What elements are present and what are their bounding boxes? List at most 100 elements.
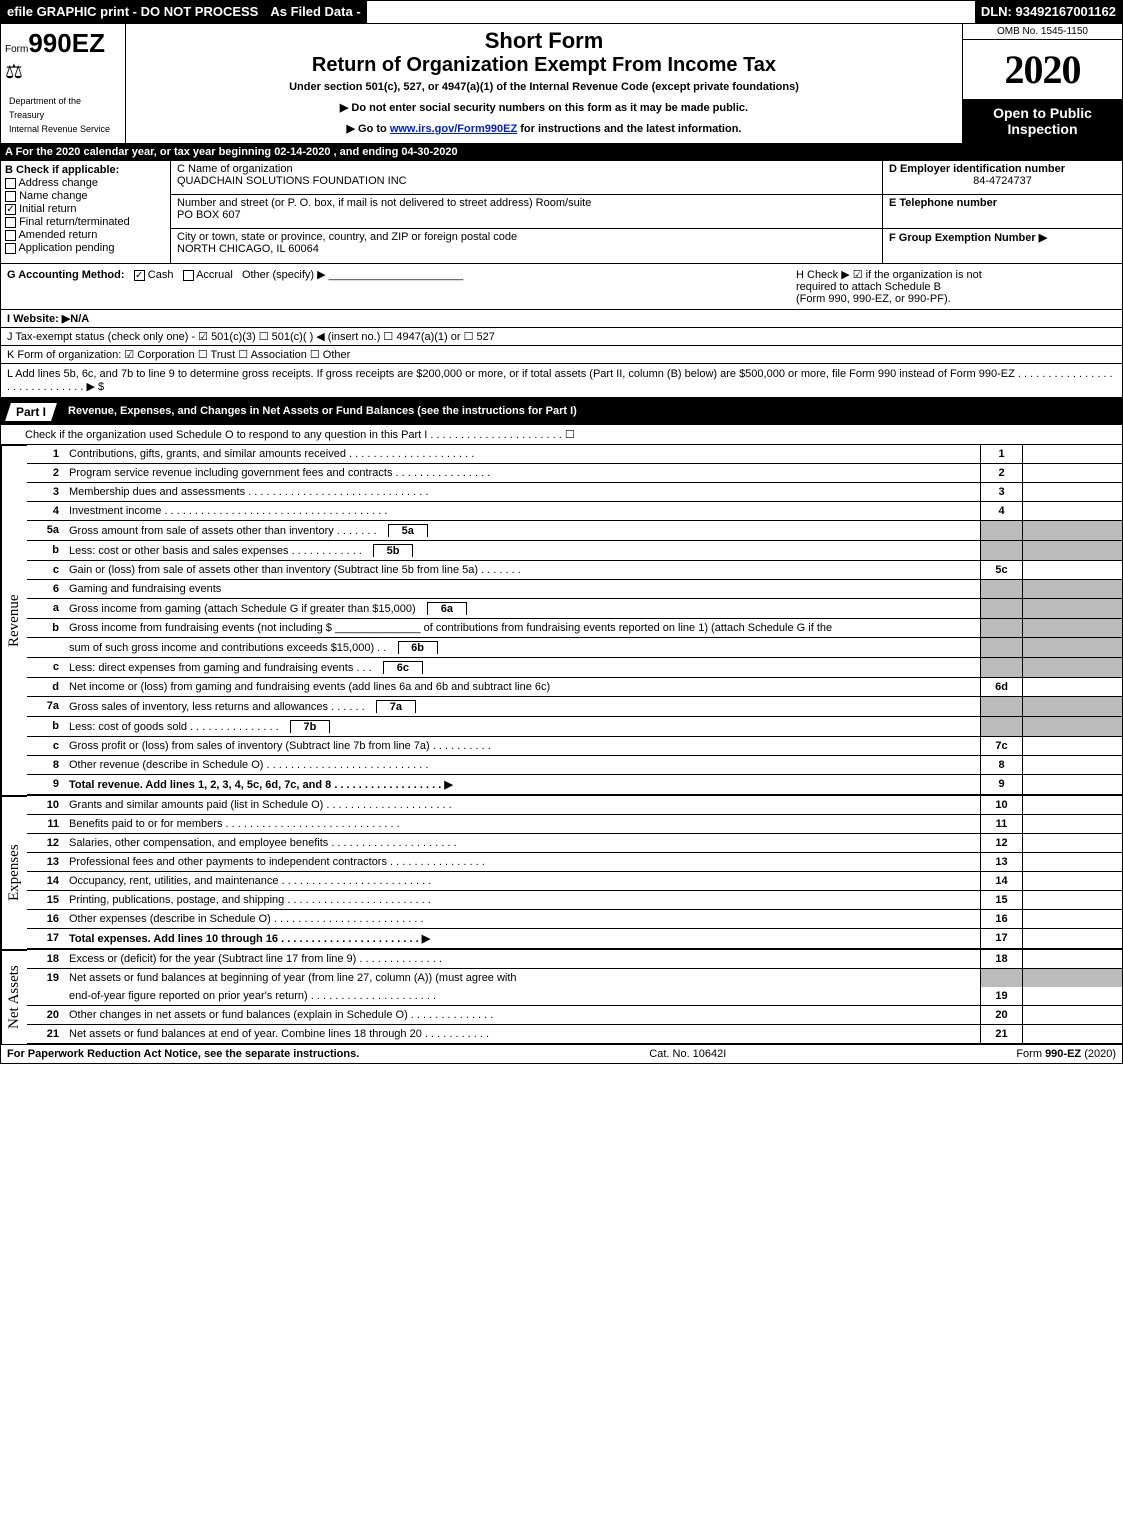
numcol-7b (980, 717, 1022, 737)
val-3 (1022, 483, 1122, 502)
desc-4: Investment income . . . . . . . . . . . … (65, 502, 980, 521)
ln-10: 10 (27, 796, 65, 815)
chk-pending[interactable]: Application pending (5, 242, 166, 254)
tax-year: 2020 (963, 40, 1122, 99)
ln-5a: 5a (27, 521, 65, 541)
opt-other: Other (specify) ▶ (242, 269, 326, 281)
irs-seal-icon: ⚖ (5, 59, 121, 84)
val-5a (1022, 521, 1122, 541)
val-7a (1022, 697, 1122, 717)
chk-cash[interactable]: ✓ (134, 270, 145, 281)
arrow2-suffix: for instructions and the latest informat… (517, 123, 741, 135)
val-15 (1022, 891, 1122, 910)
h-check: H Check ▶ ☑ if the organization is not r… (796, 268, 1116, 305)
dept-line3: Internal Revenue Service (5, 122, 121, 136)
box-7b: 7b (290, 720, 330, 733)
desc-6d: Net income or (loss) from gaming and fun… (65, 678, 980, 697)
row-k: K Form of organization: ☑ Corporation ☐ … (0, 346, 1123, 364)
val-17 (1022, 929, 1122, 949)
irs-link[interactable]: www.irs.gov/Form990EZ (390, 123, 517, 135)
ln-11: 11 (27, 815, 65, 834)
form-box: Form990EZ ⚖ Department of the Treasury I… (1, 24, 126, 143)
val-6d (1022, 678, 1122, 697)
city-box: City or town, state or province, country… (171, 229, 882, 263)
addr-value: PO BOX 607 (177, 209, 876, 221)
efile-label: efile GRAPHIC print - DO NOT PROCESS (1, 1, 264, 23)
footer-row: For Paperwork Reduction Act Notice, see … (0, 1045, 1123, 1064)
ln-6d: d (27, 678, 65, 697)
row-j: J Tax-exempt status (check only one) - ☑… (0, 328, 1123, 346)
desc-5a-text: Gross amount from sale of assets other t… (69, 525, 377, 537)
chk-final[interactable]: Final return/terminated (5, 216, 166, 228)
desc-2: Program service revenue including govern… (65, 464, 980, 483)
desc-6b3: sum of such gross income and contributio… (65, 638, 980, 658)
netassets-table: Net Assets 18Excess or (deficit) for the… (0, 949, 1123, 1045)
dept-line1: Department of the (5, 94, 121, 108)
desc-1: Contributions, gifts, grants, and simila… (65, 445, 980, 464)
val-21 (1022, 1025, 1122, 1044)
row-l: L Add lines 5b, 6c, and 7b to line 9 to … (0, 364, 1123, 398)
val-5c (1022, 561, 1122, 580)
part-1-label-text: Part I (16, 405, 46, 419)
val-12 (1022, 834, 1122, 853)
chk-accrual[interactable] (183, 270, 194, 281)
e-label: E Telephone number (889, 197, 1116, 209)
line-a: A For the 2020 calendar year, or tax yea… (0, 144, 1123, 161)
desc-16: Other expenses (describe in Schedule O) … (65, 910, 980, 929)
val-18 (1022, 950, 1122, 969)
numcol-14: 14 (980, 872, 1022, 891)
ln-9: 9 (27, 775, 65, 795)
ln-18: 18 (27, 950, 65, 969)
val-6c (1022, 658, 1122, 678)
val-20 (1022, 1006, 1122, 1025)
desc-6a: Gross income from gaming (attach Schedul… (65, 599, 980, 619)
desc-6b3-text: sum of such gross income and contributio… (69, 642, 386, 654)
top-bar: efile GRAPHIC print - DO NOT PROCESS As … (0, 0, 1123, 24)
box-7a: 7a (376, 700, 416, 713)
desc-19a: Net assets or fund balances at beginning… (65, 969, 980, 987)
ln-2: 2 (27, 464, 65, 483)
title-box: Short Form Return of Organization Exempt… (126, 24, 962, 143)
numcol-6b1 (980, 619, 1022, 638)
open-inspection: Open to Public Inspection (963, 99, 1122, 143)
desc-6c: Less: direct expenses from gaming and fu… (65, 658, 980, 678)
numcol-6 (980, 580, 1022, 599)
addr-label: Number and street (or P. O. box, if mail… (177, 197, 876, 209)
chk-name[interactable]: Name change (5, 190, 166, 202)
desc-5c: Gain or (loss) from sale of assets other… (65, 561, 980, 580)
ln-6c: c (27, 658, 65, 678)
ln-5c: c (27, 561, 65, 580)
box-6c: 6c (383, 661, 423, 674)
right-col: OMB No. 1545-1150 2020 Open to Public In… (962, 24, 1122, 143)
val-7b (1022, 717, 1122, 737)
chk-final-label: Final return/terminated (19, 216, 130, 228)
org-name-box: C Name of organization QUADCHAIN SOLUTIO… (171, 161, 882, 195)
chk-address[interactable]: Address change (5, 177, 166, 189)
desc-6c-text: Less: direct expenses from gaming and fu… (69, 662, 372, 674)
ln-12: 12 (27, 834, 65, 853)
desc-7c: Gross profit or (loss) from sales of inv… (65, 737, 980, 756)
arrow2-prefix: ▶ Go to (347, 123, 390, 135)
box-b-label: B Check if applicable: (5, 164, 166, 176)
desc-6b: Gross income from fundraising events (no… (65, 619, 980, 638)
box-5a: 5a (388, 524, 428, 537)
desc-7a-text: Gross sales of inventory, less returns a… (69, 701, 365, 713)
val-5b (1022, 541, 1122, 561)
ln-20: 20 (27, 1006, 65, 1025)
addr-box: Number and street (or P. O. box, if mail… (171, 195, 882, 229)
desc-5b-text: Less: cost or other basis and sales expe… (69, 545, 362, 557)
val-6 (1022, 580, 1122, 599)
numcol-18: 18 (980, 950, 1022, 969)
asfiled-label: As Filed Data - (264, 1, 366, 23)
numcol-7c: 7c (980, 737, 1022, 756)
ln-6b: b (27, 619, 65, 638)
val-6b2 (1022, 638, 1122, 658)
bcdef-grid: B Check if applicable: Address change Na… (0, 161, 1123, 264)
desc-20: Other changes in net assets or fund bala… (65, 1006, 980, 1025)
numcol-4: 4 (980, 502, 1022, 521)
box-6b: 6b (398, 641, 438, 654)
h-text2: required to attach Schedule B (796, 281, 1116, 293)
chk-amended[interactable]: Amended return (5, 229, 166, 241)
val-14 (1022, 872, 1122, 891)
chk-initial[interactable]: ✓ Initial return (5, 203, 166, 215)
